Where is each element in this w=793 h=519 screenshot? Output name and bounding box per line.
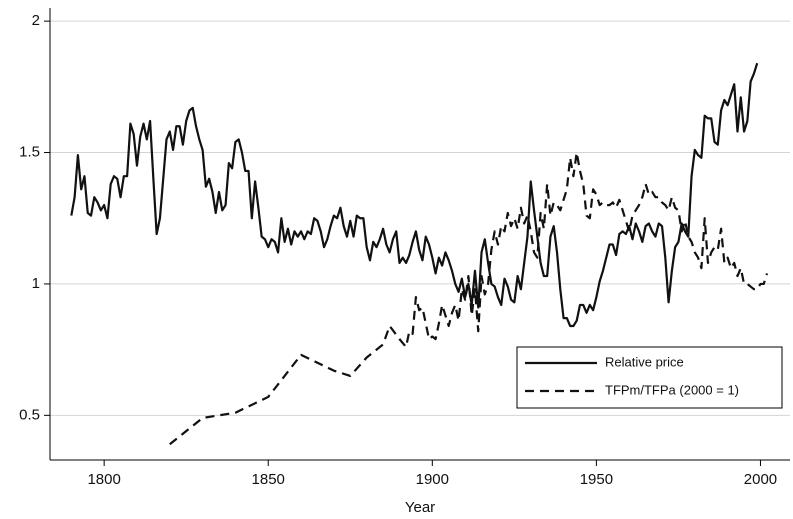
x-tick-label: 1950	[580, 471, 613, 488]
legend: Relative price TFPm/TFPa (2000 = 1)	[516, 346, 783, 409]
y-tick-label: 1.5	[19, 144, 40, 161]
x-tick-label: 1900	[416, 471, 449, 488]
x-tick-label: 1800	[87, 471, 120, 488]
legend-label: TFPm/TFPa (2000 = 1)	[605, 382, 739, 397]
y-tick-label: 2	[32, 12, 40, 29]
legend-box	[516, 346, 783, 409]
series-line	[169, 151, 769, 446]
y-tick-label: 0.5	[19, 406, 40, 423]
x-tick-label: 1850	[252, 471, 285, 488]
x-tick-label: 2000	[744, 471, 777, 488]
y-tick-label: 1	[32, 275, 40, 292]
x-axis-label: Year	[405, 499, 435, 516]
series-line	[70, 62, 759, 328]
legend-label: Relative price	[605, 354, 684, 369]
